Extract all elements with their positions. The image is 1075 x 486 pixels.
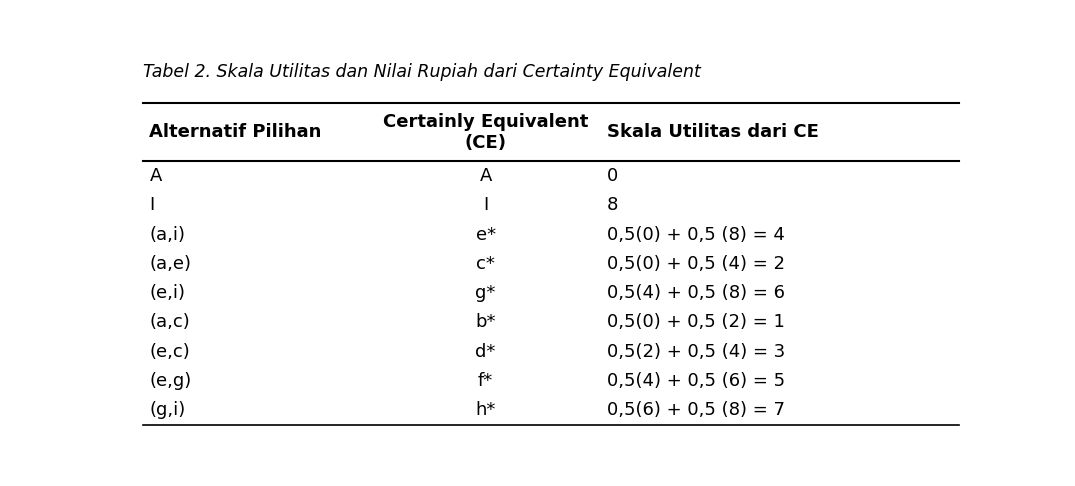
Text: A: A [149,167,161,185]
Text: 0,5(2) + 0,5 (4) = 3: 0,5(2) + 0,5 (4) = 3 [606,343,785,361]
Text: Alternatif Pilihan: Alternatif Pilihan [149,123,321,141]
Text: 0: 0 [606,167,618,185]
Text: Tabel 2. Skala Utilitas dan Nilai Rupiah dari Certainty Equivalent: Tabel 2. Skala Utilitas dan Nilai Rupiah… [143,63,701,81]
Text: (e,g): (e,g) [149,372,191,390]
Text: (a,e): (a,e) [149,255,191,273]
Text: A: A [479,167,491,185]
Text: 0,5(4) + 0,5 (8) = 6: 0,5(4) + 0,5 (8) = 6 [606,284,785,302]
Text: (g,i): (g,i) [149,401,186,419]
Text: h*: h* [475,401,496,419]
Text: (a,c): (a,c) [149,313,190,331]
Text: e*: e* [475,226,496,243]
Text: d*: d* [475,343,496,361]
Text: c*: c* [476,255,496,273]
Text: 0,5(0) + 0,5 (8) = 4: 0,5(0) + 0,5 (8) = 4 [606,226,785,243]
Text: 8: 8 [606,196,618,214]
Text: Skala Utilitas dari CE: Skala Utilitas dari CE [606,123,818,141]
Text: b*: b* [475,313,496,331]
Text: I: I [149,196,155,214]
Text: 0,5(0) + 0,5 (4) = 2: 0,5(0) + 0,5 (4) = 2 [606,255,785,273]
Text: 0,5(0) + 0,5 (2) = 1: 0,5(0) + 0,5 (2) = 1 [606,313,785,331]
Text: 0,5(4) + 0,5 (6) = 5: 0,5(4) + 0,5 (6) = 5 [606,372,785,390]
Text: (e,c): (e,c) [149,343,190,361]
Text: (a,i): (a,i) [149,226,185,243]
Text: (e,i): (e,i) [149,284,185,302]
Text: g*: g* [475,284,496,302]
Text: 0,5(6) + 0,5 (8) = 7: 0,5(6) + 0,5 (8) = 7 [606,401,785,419]
Text: I: I [483,196,488,214]
Text: f*: f* [478,372,493,390]
Text: Certainly Equivalent
(CE): Certainly Equivalent (CE) [383,113,588,152]
